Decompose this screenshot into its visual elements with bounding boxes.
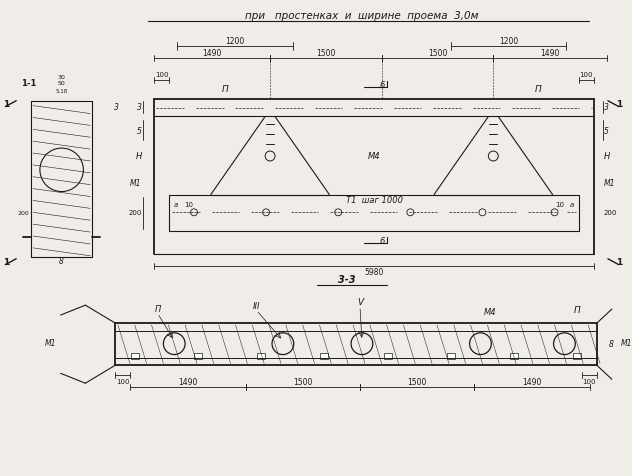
Text: M1: M1 [604, 179, 616, 188]
Text: 10: 10 [555, 202, 564, 208]
Text: 5: 5 [604, 127, 609, 136]
Text: 1500: 1500 [428, 49, 447, 58]
Text: 1: 1 [3, 100, 9, 109]
Circle shape [351, 333, 373, 355]
Text: а: а [570, 202, 574, 208]
Text: 200: 200 [128, 210, 142, 216]
Text: П: П [222, 85, 229, 94]
Text: M1: M1 [621, 338, 632, 347]
Text: 5: 5 [137, 127, 142, 136]
Text: 1500: 1500 [407, 377, 427, 386]
Text: M1: M1 [45, 338, 56, 347]
Text: 100: 100 [155, 72, 169, 78]
Text: 3: 3 [114, 103, 119, 112]
Text: 100: 100 [582, 378, 596, 385]
Text: П: П [154, 304, 161, 313]
Text: 1500: 1500 [316, 49, 336, 58]
Text: 1: 1 [616, 100, 622, 109]
Circle shape [164, 333, 185, 355]
Text: 3-3: 3-3 [338, 275, 356, 285]
Text: 30: 30 [58, 75, 66, 80]
Text: M4: M4 [368, 151, 380, 160]
Text: V: V [357, 297, 363, 306]
Text: 1200: 1200 [226, 37, 245, 46]
Text: 1-1: 1-1 [21, 79, 37, 88]
Circle shape [272, 333, 294, 355]
Text: 1: 1 [3, 258, 9, 267]
Text: 6: 6 [379, 237, 384, 246]
Text: 100: 100 [580, 72, 593, 78]
Text: 5.18: 5.18 [56, 89, 68, 94]
Text: при   простенках  и  ширине  проема  3,0м: при простенках и ширине проема 3,0м [245, 11, 478, 21]
Text: 3: 3 [137, 103, 142, 112]
Text: 1: 1 [616, 258, 622, 267]
Text: T1  шаг 1000: T1 шаг 1000 [346, 196, 403, 205]
Text: 1500: 1500 [293, 377, 313, 386]
Bar [257, 353, 265, 359]
Text: M4: M4 [484, 307, 497, 316]
Circle shape [470, 333, 491, 355]
Text: III: III [253, 301, 260, 310]
Text: 5980: 5980 [365, 268, 384, 277]
Text: 1490: 1490 [522, 377, 542, 386]
Text: 200: 200 [604, 210, 617, 216]
Text: 6: 6 [379, 81, 384, 90]
Text: 1490: 1490 [203, 49, 222, 58]
Text: П: П [574, 305, 581, 314]
Text: 3: 3 [604, 103, 609, 112]
Text: 1200: 1200 [499, 37, 518, 46]
Text: H: H [604, 151, 610, 160]
Bar [447, 353, 455, 359]
Bar [320, 353, 329, 359]
Circle shape [554, 333, 575, 355]
Text: 8: 8 [609, 339, 614, 348]
Text: 10: 10 [185, 202, 193, 208]
Bar [384, 353, 392, 359]
Bar [194, 353, 202, 359]
Text: 1490: 1490 [178, 377, 198, 386]
Bar [131, 353, 138, 359]
Text: П: П [535, 85, 541, 94]
Bar [510, 353, 518, 359]
Text: 50: 50 [58, 81, 66, 86]
Text: 1490: 1490 [540, 49, 560, 58]
Text: а: а [174, 202, 178, 208]
Text: M1: M1 [130, 179, 142, 188]
Text: 200: 200 [17, 210, 29, 215]
Text: 100: 100 [116, 378, 130, 385]
Text: H: H [135, 151, 142, 160]
Text: 8: 8 [59, 257, 64, 266]
Bar [573, 353, 581, 359]
